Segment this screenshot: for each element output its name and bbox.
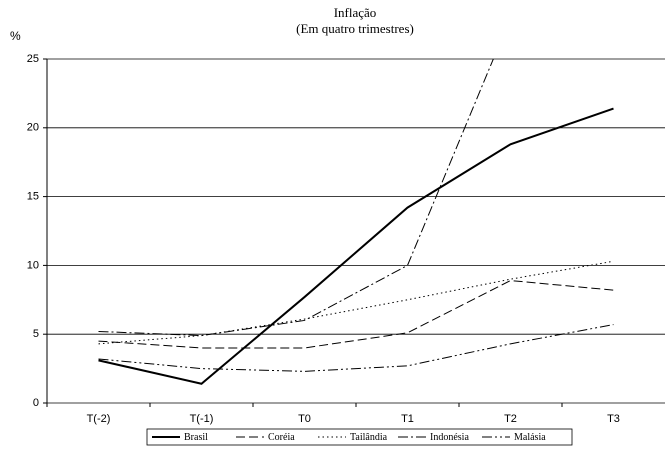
legend-label: Coréia — [268, 432, 295, 443]
legend-label: Brasil — [184, 432, 208, 443]
x-tick-label: T(-2) — [87, 413, 111, 425]
series-line — [98, 107, 614, 385]
legend-label: Indonésia — [430, 432, 469, 443]
x-tick-label: T(-1) — [190, 413, 214, 425]
series-line — [98, 59, 494, 337]
y-tick-label: 0 — [33, 397, 39, 409]
chart-subtitle: (Em quatro trimestres) — [296, 21, 414, 36]
series-line — [98, 324, 614, 372]
y-tick-label: 25 — [27, 53, 39, 65]
y-axis-label: % — [10, 29, 21, 43]
x-tick-label: T3 — [607, 413, 620, 425]
x-tick-label: T2 — [504, 413, 517, 425]
chart-title: Inflação — [334, 5, 377, 20]
legend-box — [146, 428, 573, 446]
series-line — [98, 280, 614, 349]
x-tick-label: T0 — [298, 413, 311, 425]
plot-area — [98, 59, 614, 385]
y-tick-label: 15 — [27, 191, 39, 203]
y-tick-label: 10 — [27, 259, 39, 271]
y-tick-label: 20 — [27, 122, 39, 134]
y-tick-label: 5 — [33, 328, 39, 340]
legend-label: Malásia — [514, 432, 546, 443]
x-tick-label: T1 — [401, 413, 414, 425]
series-line — [98, 260, 614, 345]
legend-label: Tailândia — [350, 432, 388, 443]
